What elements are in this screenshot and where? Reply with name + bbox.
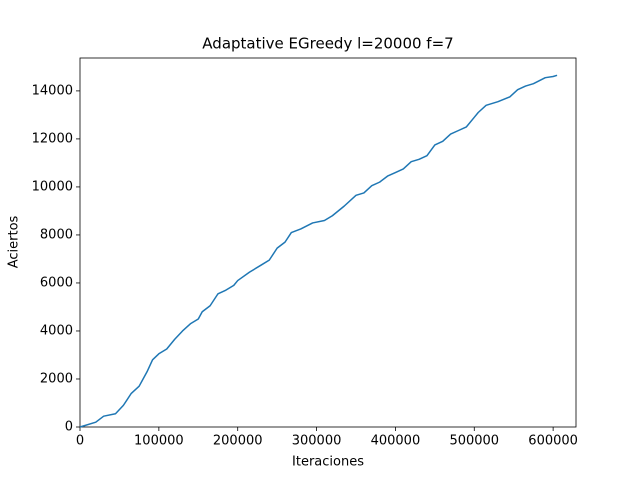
y-tick-label: 2000 [40,371,73,386]
y-tick-label: 0 [65,420,73,435]
x-tick-label: 600000 [528,434,578,449]
y-tick-label: 12000 [32,131,73,146]
data-line [79,74,558,428]
y-tick-label: 4000 [40,323,73,338]
y-tick-label: 14000 [32,83,73,98]
x-tick-label: 400000 [371,434,421,449]
y-tick-label: 8000 [40,227,73,242]
x-axis-label: Iteraciones [292,455,364,470]
x-tick-label: 100000 [134,434,184,449]
x-tick-label: 500000 [449,434,499,449]
x-tick-label: 200000 [213,434,263,449]
y-tick-label: 6000 [40,275,73,290]
plot-frame [79,57,577,428]
x-tick-label: 300000 [292,434,342,449]
y-axis-label: Aciertos [7,215,22,268]
chart-title: Adaptative EGreedy l=20000 f=7 [202,35,453,53]
y-tick-label: 10000 [32,179,73,194]
x-tick-label: 0 [76,434,84,449]
